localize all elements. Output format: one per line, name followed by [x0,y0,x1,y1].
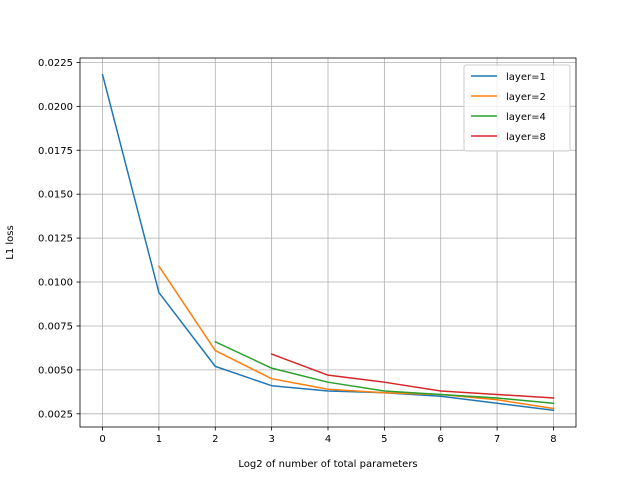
x-tick-label: 5 [381,434,387,445]
x-tick-label: 0 [99,434,105,445]
series-line-layer-8 [270,353,555,399]
y-tick-label: 0.0025 [38,409,73,420]
series-lines [101,73,555,412]
y-tick-label: 0.0175 [38,146,73,157]
x-axis-ticks: 0 1 2 3 4 5 6 7 8 [99,427,557,445]
legend: layer=1 layer=2 layer=4 layer=8 [463,64,571,152]
x-tick-label: 6 [438,434,444,445]
y-tick-label: 0.0150 [38,190,73,201]
y-tick-label: 0.0075 [38,321,73,332]
y-axis-label: L1 loss [5,225,16,259]
legend-label: layer=1 [506,72,546,83]
y-tick-label: 0.0200 [38,102,73,113]
x-tick-label: 1 [156,434,162,445]
x-tick-label: 7 [494,434,500,445]
series-line-layer-4 [214,340,555,405]
legend-box [463,64,571,152]
y-tick-label: 0.0050 [38,365,73,376]
x-axis-label: Log2 of number of total parameters [238,459,417,470]
legend-label: layer=4 [506,112,546,123]
x-tick-label: 2 [212,434,218,445]
y-axis-ticks: 0.0025 0.0050 0.0075 0.0100 0.0125 0.0150 0.01… [38,58,80,420]
y-tick-label: 0.0125 [38,234,73,245]
legend-label: layer=8 [506,132,546,143]
x-tick-label: 4 [325,434,331,445]
x-tick-label: 3 [268,434,274,445]
y-tick-label: 0.0100 [38,278,73,289]
series-line-layer-1 [101,73,555,412]
y-tick-label: 0.0225 [38,58,73,69]
x-tick-label: 8 [550,434,556,445]
legend-label: layer=2 [506,92,546,103]
series-line-layer-2 [157,265,555,410]
